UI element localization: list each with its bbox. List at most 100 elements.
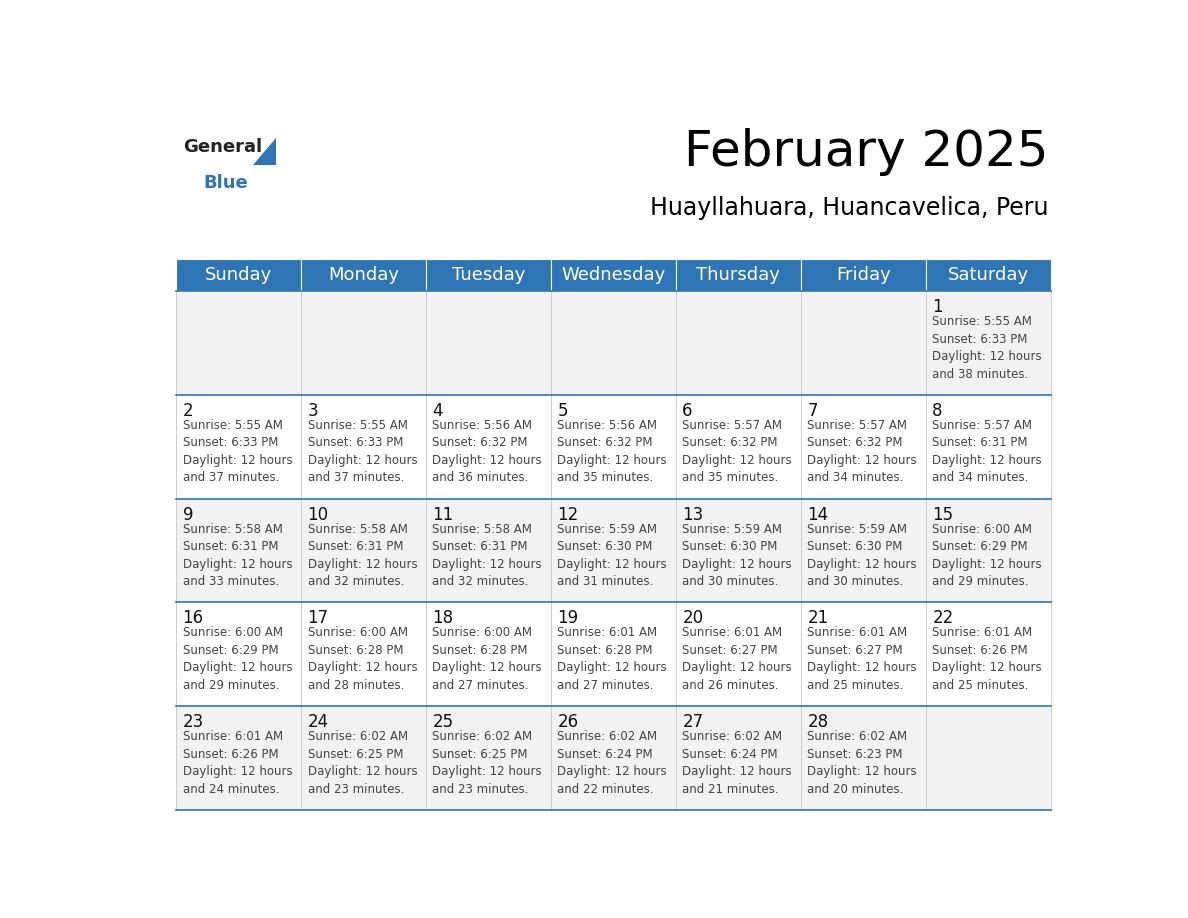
Bar [301, 602, 426, 706]
Text: 28: 28 [808, 713, 828, 732]
Bar [925, 395, 1051, 498]
Bar [801, 706, 925, 810]
Text: 27: 27 [682, 713, 703, 732]
Text: 19: 19 [557, 610, 579, 628]
Bar [426, 602, 551, 706]
Bar [801, 259, 925, 291]
Bar [925, 259, 1051, 291]
Text: Sunrise: 6:00 AM
Sunset: 6:28 PM
Daylight: 12 hours
and 27 minutes.: Sunrise: 6:00 AM Sunset: 6:28 PM Dayligh… [432, 626, 542, 692]
Text: 9: 9 [183, 506, 194, 523]
Text: Sunrise: 6:00 AM
Sunset: 6:28 PM
Daylight: 12 hours
and 28 minutes.: Sunrise: 6:00 AM Sunset: 6:28 PM Dayligh… [308, 626, 417, 692]
Bar [426, 291, 551, 395]
Text: 13: 13 [682, 506, 703, 523]
Text: Sunrise: 6:00 AM
Sunset: 6:29 PM
Daylight: 12 hours
and 29 minutes.: Sunrise: 6:00 AM Sunset: 6:29 PM Dayligh… [183, 626, 292, 692]
Text: Sunday: Sunday [206, 266, 272, 284]
Bar [551, 395, 676, 498]
Text: Sunrise: 5:58 AM
Sunset: 6:31 PM
Daylight: 12 hours
and 32 minutes.: Sunrise: 5:58 AM Sunset: 6:31 PM Dayligh… [432, 522, 542, 588]
Text: Sunrise: 5:57 AM
Sunset: 6:32 PM
Daylight: 12 hours
and 35 minutes.: Sunrise: 5:57 AM Sunset: 6:32 PM Dayligh… [682, 419, 792, 485]
Text: Sunrise: 5:56 AM
Sunset: 6:32 PM
Daylight: 12 hours
and 36 minutes.: Sunrise: 5:56 AM Sunset: 6:32 PM Dayligh… [432, 419, 542, 485]
Text: 17: 17 [308, 610, 329, 628]
Bar [801, 498, 925, 602]
Text: 15: 15 [933, 506, 954, 523]
Text: Sunrise: 5:59 AM
Sunset: 6:30 PM
Daylight: 12 hours
and 31 minutes.: Sunrise: 5:59 AM Sunset: 6:30 PM Dayligh… [557, 522, 666, 588]
Text: Sunrise: 5:55 AM
Sunset: 6:33 PM
Daylight: 12 hours
and 37 minutes.: Sunrise: 5:55 AM Sunset: 6:33 PM Dayligh… [308, 419, 417, 485]
Text: Sunrise: 5:59 AM
Sunset: 6:30 PM
Daylight: 12 hours
and 30 minutes.: Sunrise: 5:59 AM Sunset: 6:30 PM Dayligh… [808, 522, 917, 588]
Text: 16: 16 [183, 610, 203, 628]
Text: 21: 21 [808, 610, 828, 628]
Bar [676, 291, 801, 395]
Bar [676, 259, 801, 291]
Text: Sunrise: 5:55 AM
Sunset: 6:33 PM
Daylight: 12 hours
and 38 minutes.: Sunrise: 5:55 AM Sunset: 6:33 PM Dayligh… [933, 315, 1042, 381]
Text: Sunrise: 5:56 AM
Sunset: 6:32 PM
Daylight: 12 hours
and 35 minutes.: Sunrise: 5:56 AM Sunset: 6:32 PM Dayligh… [557, 419, 666, 485]
Bar [301, 291, 426, 395]
Bar [426, 498, 551, 602]
Text: 6: 6 [682, 402, 693, 420]
Text: 8: 8 [933, 402, 943, 420]
Text: Friday: Friday [836, 266, 891, 284]
Bar [301, 259, 426, 291]
Bar [551, 259, 676, 291]
Text: Sunrise: 6:01 AM
Sunset: 6:28 PM
Daylight: 12 hours
and 27 minutes.: Sunrise: 6:01 AM Sunset: 6:28 PM Dayligh… [557, 626, 666, 692]
Text: Sunrise: 5:59 AM
Sunset: 6:30 PM
Daylight: 12 hours
and 30 minutes.: Sunrise: 5:59 AM Sunset: 6:30 PM Dayligh… [682, 522, 792, 588]
Bar [301, 395, 426, 498]
Text: 7: 7 [808, 402, 817, 420]
Text: Sunrise: 6:01 AM
Sunset: 6:26 PM
Daylight: 12 hours
and 24 minutes.: Sunrise: 6:01 AM Sunset: 6:26 PM Dayligh… [183, 730, 292, 796]
Bar [426, 259, 551, 291]
Bar [426, 706, 551, 810]
Text: General: General [183, 139, 263, 156]
Bar [676, 602, 801, 706]
Bar [925, 706, 1051, 810]
Text: 26: 26 [557, 713, 579, 732]
Text: 5: 5 [557, 402, 568, 420]
Text: Blue: Blue [204, 174, 248, 192]
Bar [176, 259, 301, 291]
Bar [925, 498, 1051, 602]
Text: Sunrise: 5:58 AM
Sunset: 6:31 PM
Daylight: 12 hours
and 33 minutes.: Sunrise: 5:58 AM Sunset: 6:31 PM Dayligh… [183, 522, 292, 588]
Bar [176, 498, 301, 602]
Text: 11: 11 [432, 506, 454, 523]
Bar [301, 498, 426, 602]
Bar [176, 395, 301, 498]
Bar [551, 706, 676, 810]
Text: Sunrise: 6:02 AM
Sunset: 6:25 PM
Daylight: 12 hours
and 23 minutes.: Sunrise: 6:02 AM Sunset: 6:25 PM Dayligh… [308, 730, 417, 796]
Text: 2: 2 [183, 402, 194, 420]
Bar [801, 291, 925, 395]
Text: Saturday: Saturday [948, 266, 1029, 284]
Bar [551, 498, 676, 602]
Text: 3: 3 [308, 402, 318, 420]
Text: Sunrise: 5:55 AM
Sunset: 6:33 PM
Daylight: 12 hours
and 37 minutes.: Sunrise: 5:55 AM Sunset: 6:33 PM Dayligh… [183, 419, 292, 485]
Text: Sunrise: 6:01 AM
Sunset: 6:27 PM
Daylight: 12 hours
and 25 minutes.: Sunrise: 6:01 AM Sunset: 6:27 PM Dayligh… [808, 626, 917, 692]
Text: Thursday: Thursday [696, 266, 781, 284]
Bar [676, 395, 801, 498]
Text: Monday: Monday [328, 266, 399, 284]
Text: 10: 10 [308, 506, 329, 523]
Bar [676, 706, 801, 810]
Text: Huayllahuara, Huancavelica, Peru: Huayllahuara, Huancavelica, Peru [650, 196, 1048, 220]
Text: 20: 20 [682, 610, 703, 628]
Text: Sunrise: 6:02 AM
Sunset: 6:25 PM
Daylight: 12 hours
and 23 minutes.: Sunrise: 6:02 AM Sunset: 6:25 PM Dayligh… [432, 730, 542, 796]
Bar [801, 602, 925, 706]
Bar [925, 291, 1051, 395]
Text: 12: 12 [557, 506, 579, 523]
Bar [301, 706, 426, 810]
Text: 22: 22 [933, 610, 954, 628]
Bar [551, 602, 676, 706]
Text: 24: 24 [308, 713, 329, 732]
Bar [176, 291, 301, 395]
Bar [426, 395, 551, 498]
Bar [801, 395, 925, 498]
Text: Sunrise: 5:57 AM
Sunset: 6:32 PM
Daylight: 12 hours
and 34 minutes.: Sunrise: 5:57 AM Sunset: 6:32 PM Dayligh… [808, 419, 917, 485]
Bar [176, 706, 301, 810]
Bar [925, 602, 1051, 706]
Text: Sunrise: 6:02 AM
Sunset: 6:24 PM
Daylight: 12 hours
and 21 minutes.: Sunrise: 6:02 AM Sunset: 6:24 PM Dayligh… [682, 730, 792, 796]
Text: Sunrise: 6:01 AM
Sunset: 6:26 PM
Daylight: 12 hours
and 25 minutes.: Sunrise: 6:01 AM Sunset: 6:26 PM Dayligh… [933, 626, 1042, 692]
Text: February 2025: February 2025 [683, 128, 1048, 176]
Text: 23: 23 [183, 713, 204, 732]
Text: Sunrise: 5:58 AM
Sunset: 6:31 PM
Daylight: 12 hours
and 32 minutes.: Sunrise: 5:58 AM Sunset: 6:31 PM Dayligh… [308, 522, 417, 588]
Text: Sunrise: 6:02 AM
Sunset: 6:23 PM
Daylight: 12 hours
and 20 minutes.: Sunrise: 6:02 AM Sunset: 6:23 PM Dayligh… [808, 730, 917, 796]
Text: Sunrise: 6:00 AM
Sunset: 6:29 PM
Daylight: 12 hours
and 29 minutes.: Sunrise: 6:00 AM Sunset: 6:29 PM Dayligh… [933, 522, 1042, 588]
Text: 18: 18 [432, 610, 454, 628]
Text: Sunrise: 6:01 AM
Sunset: 6:27 PM
Daylight: 12 hours
and 26 minutes.: Sunrise: 6:01 AM Sunset: 6:27 PM Dayligh… [682, 626, 792, 692]
Text: 4: 4 [432, 402, 443, 420]
Text: Tuesday: Tuesday [451, 266, 525, 284]
